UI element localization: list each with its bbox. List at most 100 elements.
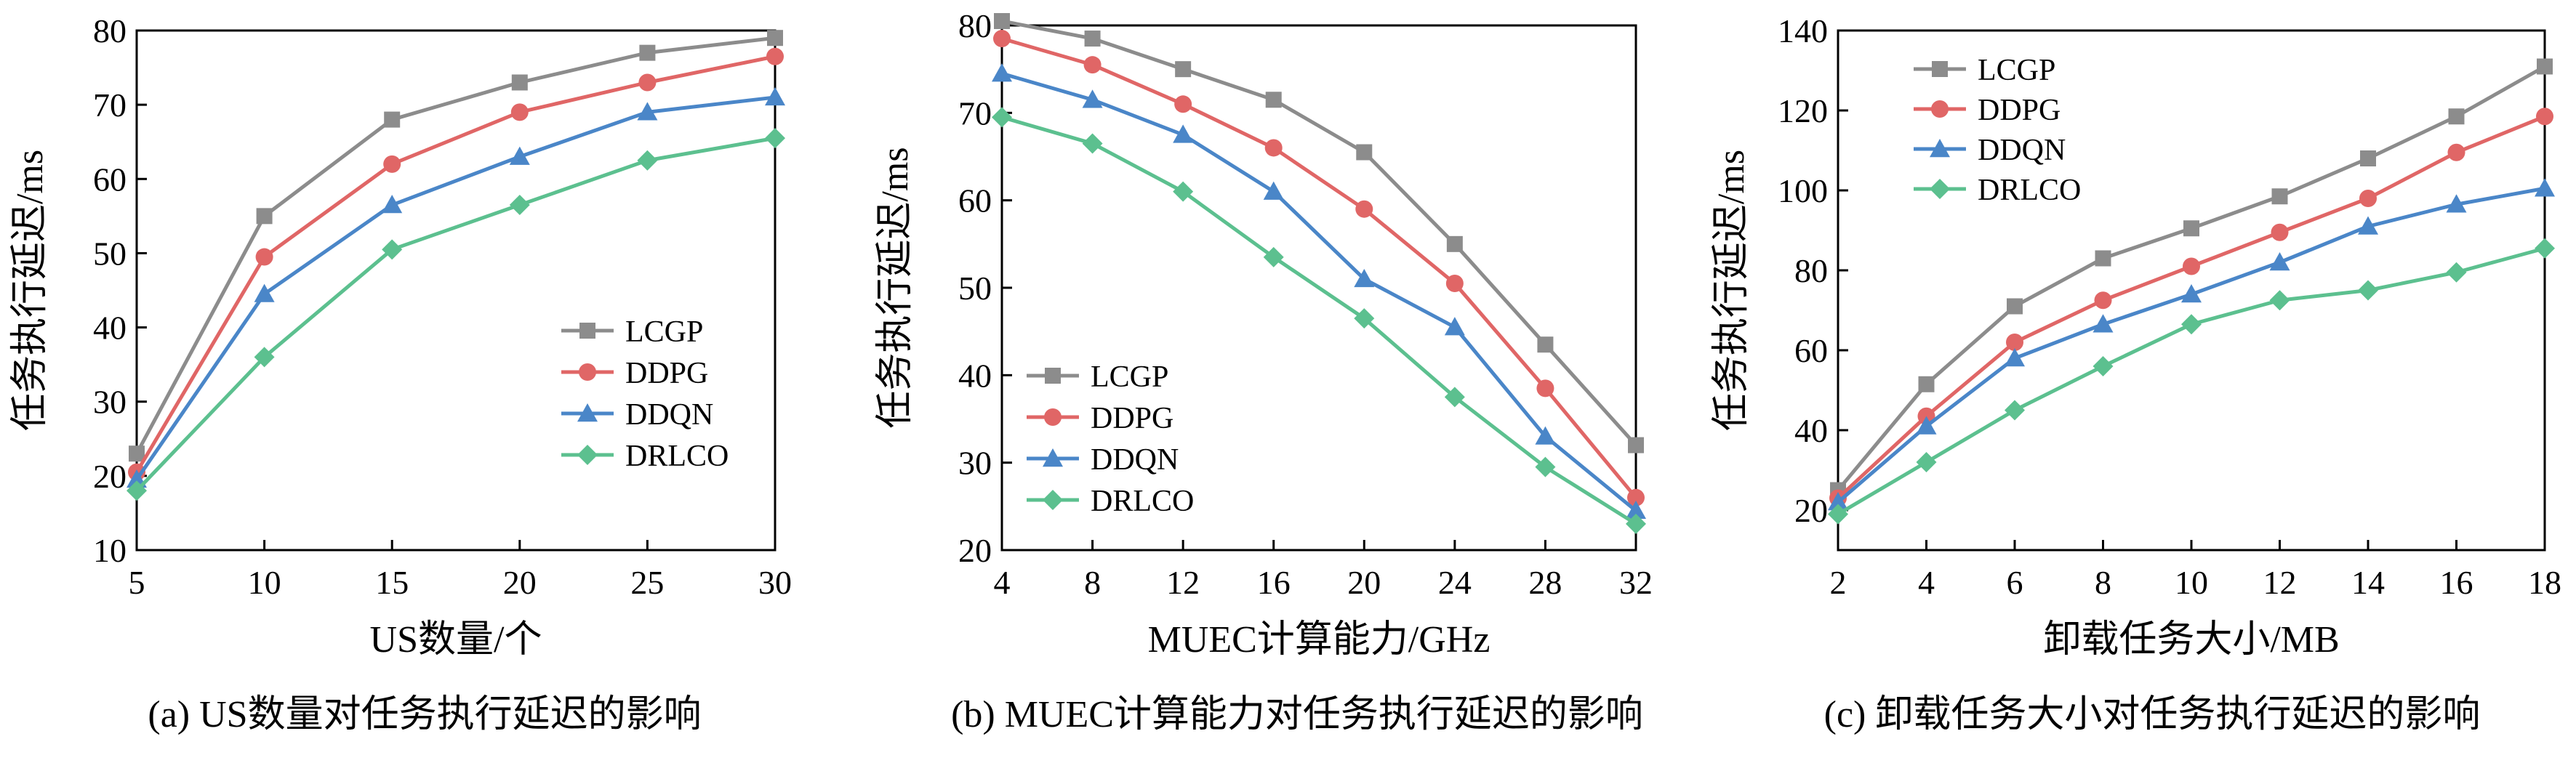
- panel-b-series-ddpg-point-20: [1355, 200, 1373, 218]
- panel-c-series-ddqn-point-18: [2535, 178, 2555, 197]
- panel-c-caption: (c) 卸载任务大小对任务执行延迟的影响: [1824, 694, 2481, 735]
- panel-b-caption: (b) MUEC计算能力对任务执行延迟的影响: [951, 694, 1643, 735]
- panel-a-series-drlco-line: [135, 136, 776, 493]
- panel-b-series-ddpg-point-16: [1264, 139, 1283, 157]
- panel-a-series-drlco-point-25: [637, 150, 658, 171]
- panel-c-y-tick-label-140: 140: [1778, 12, 1828, 49]
- panel-b-series-ddqn-point-24: [1444, 317, 1465, 336]
- panel-a-series-lcgp-point-25: [639, 44, 656, 61]
- panel-c-legend-ddpg-label: DDPG: [1978, 94, 2061, 127]
- panel-c-series-drlco-point-14: [2358, 280, 2378, 301]
- panel-b-series-drlco-point-8: [1082, 133, 1103, 154]
- panel-a-legend-ddpg-label: DDPG: [625, 357, 708, 390]
- panel-c-series-ddqn-point-10: [2181, 284, 2202, 303]
- panel-b-legend-drlco-marker: [1043, 490, 1063, 510]
- panel-c-series-ddpg-point-18: [2536, 108, 2553, 126]
- panel-a-y-tick-label-40: 40: [93, 310, 127, 347]
- panel-a-series-ddpg-point-10: [255, 248, 273, 266]
- panel-a-series-drlco-point-20: [509, 195, 530, 216]
- panel-c-series-ddqn-point-2: [1828, 492, 1848, 511]
- panel-b: (b) MUEC计算能力对任务执行延迟的影响 4 8 12 16 20 24 28 32 20 3…: [875, 7, 1653, 735]
- panel-b-series-drlco-point-28: [1535, 456, 1556, 477]
- panel-c-legend-ddqn-label: DDQN: [1978, 134, 2066, 167]
- panel-a-x-tick-label-10: 10: [248, 564, 281, 601]
- panel-b-series-ddqn-point-20: [1354, 268, 1375, 288]
- panel-a-series-lcgp-point-30: [767, 30, 783, 47]
- panel-a-y-tick-label-70: 70: [93, 86, 127, 124]
- panel-b-series-drlco-point-32: [1626, 513, 1646, 534]
- panel-c-x-tick-label-2: 2: [1830, 564, 1847, 601]
- panel-b-x-tick-label-28: 28: [1528, 564, 1562, 601]
- panel-c-series-lcgp-point-18: [2537, 58, 2553, 75]
- panel-a-series-ddpg-point-15: [383, 155, 401, 173]
- panel-a-series-lcgp-point-5: [129, 445, 145, 462]
- panel-a-series-ddqn-point-25: [637, 102, 658, 121]
- panel-c-x-axis-label: 卸载任务大小/MB: [2043, 619, 2339, 661]
- panel-b-x-tick-label-20: 20: [1347, 564, 1381, 601]
- panel-a-series-ddqn-line: [135, 95, 776, 481]
- panel-b-y-axis-label: 任务执行延迟/ms: [875, 147, 916, 428]
- panel-a-series-drlco-point-5: [127, 480, 147, 501]
- panel-a-series-ddqn-point-15: [382, 195, 403, 214]
- panel-c-x-tick-label-12: 12: [2263, 564, 2297, 601]
- panel-b-series-lcgp-point-8: [1084, 31, 1101, 47]
- panel-c-series-lcgp-point-4: [1918, 376, 1935, 392]
- panel-b-series-ddpg-point-24: [1445, 274, 1464, 292]
- panel-c-series-ddpg-point-12: [2271, 223, 2289, 241]
- panel-a-series-lcgp-point-10: [256, 208, 273, 225]
- panel-c-series-lcgp-point-8: [2095, 250, 2111, 267]
- panel-a-series-lcgp-line: [135, 36, 776, 455]
- panel-b-series-ddqn-point-8: [1082, 89, 1103, 108]
- panel-a-x-tick-label-25: 25: [630, 564, 664, 601]
- panel-c-y-tick-label-80: 80: [1794, 252, 1828, 289]
- panel-c-legend-drlco-label: DRLCO: [1978, 174, 2081, 207]
- panel-b-series-ddqn-line: [1001, 71, 1637, 512]
- panel-b-series-lcgp-point-32: [1628, 437, 1644, 453]
- panel-b-series-ddqn-point-32: [1626, 500, 1646, 520]
- panel-b-legend-ddpg-label: DDPG: [1091, 402, 1173, 435]
- panel-c-x-tick-label-10: 10: [2175, 564, 2208, 601]
- panel-b-y-tick-label-30: 30: [958, 445, 992, 482]
- panel-a-series-drlco-point-30: [765, 128, 785, 149]
- panel-a-x-tick-label-20: 20: [503, 564, 537, 601]
- panel-a-y-tick-label-60: 60: [93, 161, 127, 198]
- panel-c-series-lcgp-line: [1837, 65, 2546, 492]
- panel-a-series-ddpg-point-30: [766, 47, 784, 65]
- panel-a-series-drlco-point-15: [382, 239, 403, 260]
- panel-c: (c) 卸载任务大小对任务执行延迟的影响 2 4 6 8 10 12 14 16 18 20 40 6…: [1711, 12, 2561, 735]
- panel-b-series-lcgp-point-12: [1175, 61, 1192, 78]
- panel-c-x-tick-label-6: 6: [2007, 564, 2023, 601]
- panel-b-series-drlco-point-16: [1263, 246, 1284, 267]
- panel-c-legend-lcgp-marker: [1932, 61, 1948, 77]
- panel-b-x-tick-label-16: 16: [1257, 564, 1291, 601]
- panel-c-x-tick-label-8: 8: [2095, 564, 2111, 601]
- panel-b-y-tick-label-80: 80: [958, 7, 992, 44]
- panel-b-x-tick-label-24: 24: [1438, 564, 1472, 601]
- panel-c-series-drlco-point-2: [1828, 504, 1848, 525]
- panel-c-legend-lcgp-label: LCGP: [1978, 54, 2055, 87]
- panel-c-y-axis-label: 任务执行延迟/ms: [1711, 150, 1752, 431]
- panel-a-x-axis-label: US数量/个: [370, 619, 542, 661]
- panel-c-series-drlco-point-4: [1916, 452, 1937, 472]
- panel-b-legend-ddpg-marker: [1044, 408, 1062, 426]
- panel-a-x-tick-label-30: 30: [758, 564, 792, 601]
- panel-c-series-drlco-point-6: [2005, 400, 2025, 421]
- panel-c-series-drlco-point-18: [2535, 238, 2555, 259]
- panel-a-legend-ddpg-marker: [579, 363, 596, 381]
- panel-c-series-drlco-point-16: [2446, 262, 2467, 283]
- panel-c-series-ddpg-line: [1837, 114, 2545, 500]
- panel-a-y-tick-label-30: 30: [93, 384, 127, 421]
- panel-a-series-ddpg-point-20: [510, 103, 529, 121]
- panel-b-series-drlco-point-12: [1173, 181, 1194, 202]
- panel-c-series-ddpg-point-16: [2447, 143, 2465, 161]
- panel-b-y-tick-label-40: 40: [958, 357, 992, 394]
- panel-c-x-tick-label-16: 16: [2440, 564, 2473, 601]
- panel-c-series-ddqn-point-14: [2358, 216, 2378, 235]
- panel-a: (a) US数量对任务执行延迟的影响 5 10 15 20 25 301020304050…: [9, 12, 792, 735]
- panel-c-series-ddpg-point-14: [2359, 190, 2377, 207]
- panel-b-series-drlco-point-20: [1354, 308, 1375, 329]
- panel-b-legend-drlco-label: DRLCO: [1091, 485, 1194, 518]
- panel-c-y-tick-label-40: 40: [1794, 412, 1828, 449]
- panel-c-y-tick-label-120: 120: [1778, 92, 1828, 129]
